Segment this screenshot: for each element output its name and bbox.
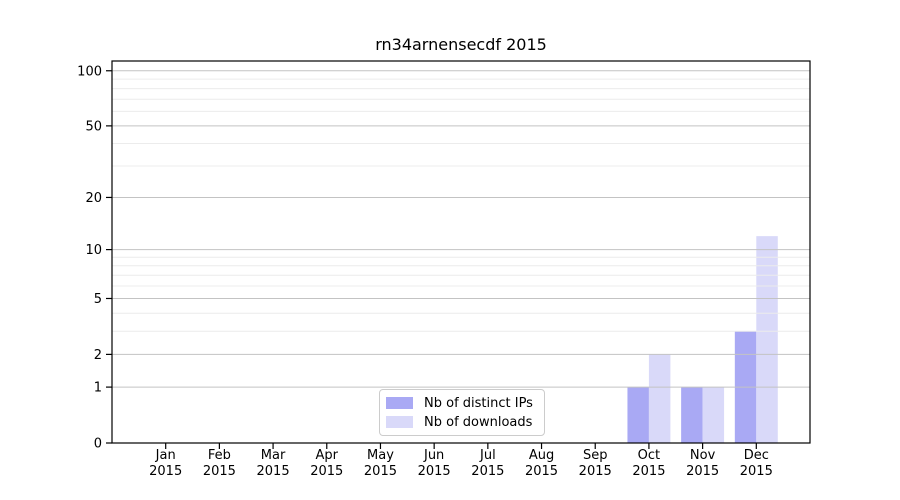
x-tick-label-month: May: [367, 448, 394, 463]
bar-downloads-nov: [702, 387, 725, 443]
x-tick-label-month: Nov: [690, 448, 716, 463]
y-tick-label: 0: [94, 437, 102, 452]
x-tick-label-year: 2015: [364, 464, 397, 479]
y-tick-label: 100: [77, 64, 102, 79]
bar-downloads-dec: [756, 236, 778, 443]
x-tick-label-year: 2015: [579, 464, 612, 479]
y-tick-label: 2: [94, 348, 102, 363]
x-tick-label-month: Jan: [155, 448, 176, 463]
chart-title: rn34arnensecdf 2015: [375, 35, 547, 54]
x-tick-label-year: 2015: [257, 464, 290, 479]
x-tick-label-year: 2015: [418, 464, 451, 479]
x-tick-label-year: 2015: [310, 464, 343, 479]
x-tick-label-year: 2015: [740, 464, 773, 479]
legend-item-downloads: Nb of downloads: [386, 415, 544, 430]
legend-swatch-downloads: [386, 416, 413, 428]
bar-distinct-ips-nov: [681, 387, 703, 443]
x-tick-label-month: Sep: [583, 448, 608, 463]
x-tick-label-month: Jul: [479, 448, 496, 463]
bar-distinct-ips-oct: [627, 387, 649, 443]
legend: Nb of distinct IPs Nb of downloads: [379, 389, 545, 436]
x-tick-label-year: 2015: [525, 464, 558, 479]
y-tick-label: 1: [94, 381, 102, 396]
x-tick-label-month: Mar: [261, 448, 286, 463]
x-tick-label-month: Dec: [744, 448, 769, 463]
axes-spines: [111, 60, 811, 444]
y-tick-label: 50: [85, 119, 102, 134]
x-tick-label-year: 2015: [686, 464, 719, 479]
y-tick-label: 5: [94, 292, 102, 307]
legend-label-distinct-ips: Nb of distinct IPs: [424, 395, 533, 411]
y-tick-label: 20: [85, 191, 102, 206]
x-tick-label-month: Feb: [208, 448, 231, 463]
x-tick-label-month: Oct: [638, 448, 660, 463]
legend-label-downloads: Nb of downloads: [424, 414, 533, 430]
y-tick-label: 10: [85, 243, 102, 258]
bar-downloads-oct: [648, 354, 671, 443]
x-tick-label-year: 2015: [471, 464, 504, 479]
x-tick-label-month: Jun: [423, 448, 444, 463]
legend-swatch-distinct-ips: [386, 397, 413, 409]
x-tick-label-year: 2015: [203, 464, 236, 479]
x-tick-label-month: Apr: [316, 448, 339, 463]
legend-item-distinct-ips: Nb of distinct IPs: [386, 396, 544, 411]
x-tick-label-year: 2015: [149, 464, 182, 479]
x-tick-label-year: 2015: [632, 464, 665, 479]
x-tick-label-month: Aug: [529, 448, 554, 463]
